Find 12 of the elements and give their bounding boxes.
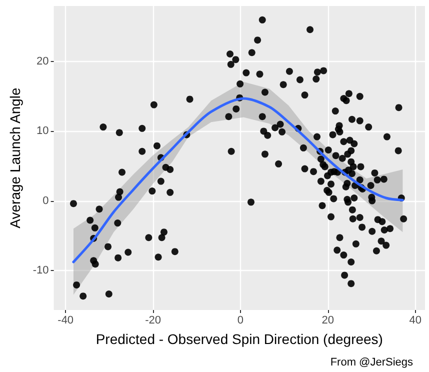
x-tick-label: -40	[58, 314, 74, 326]
y-tick-label: 0	[42, 194, 49, 207]
x-tick-label: 20	[322, 314, 334, 326]
text: From @JerSiegs	[330, 356, 414, 368]
x-axis-title: Predicted - Observed Spin Direction (degrees)	[96, 331, 383, 347]
x-tick-label: -20	[145, 314, 161, 326]
y-tick-label: 10	[36, 125, 49, 138]
y-tick-label: 20	[36, 56, 49, 68]
x-tick-label: 0	[237, 314, 244, 326]
y-tick-label: -10	[32, 264, 49, 276]
y-axis-title: Average Launch Angle	[7, 87, 23, 228]
x-tick-label: 40	[409, 314, 422, 326]
